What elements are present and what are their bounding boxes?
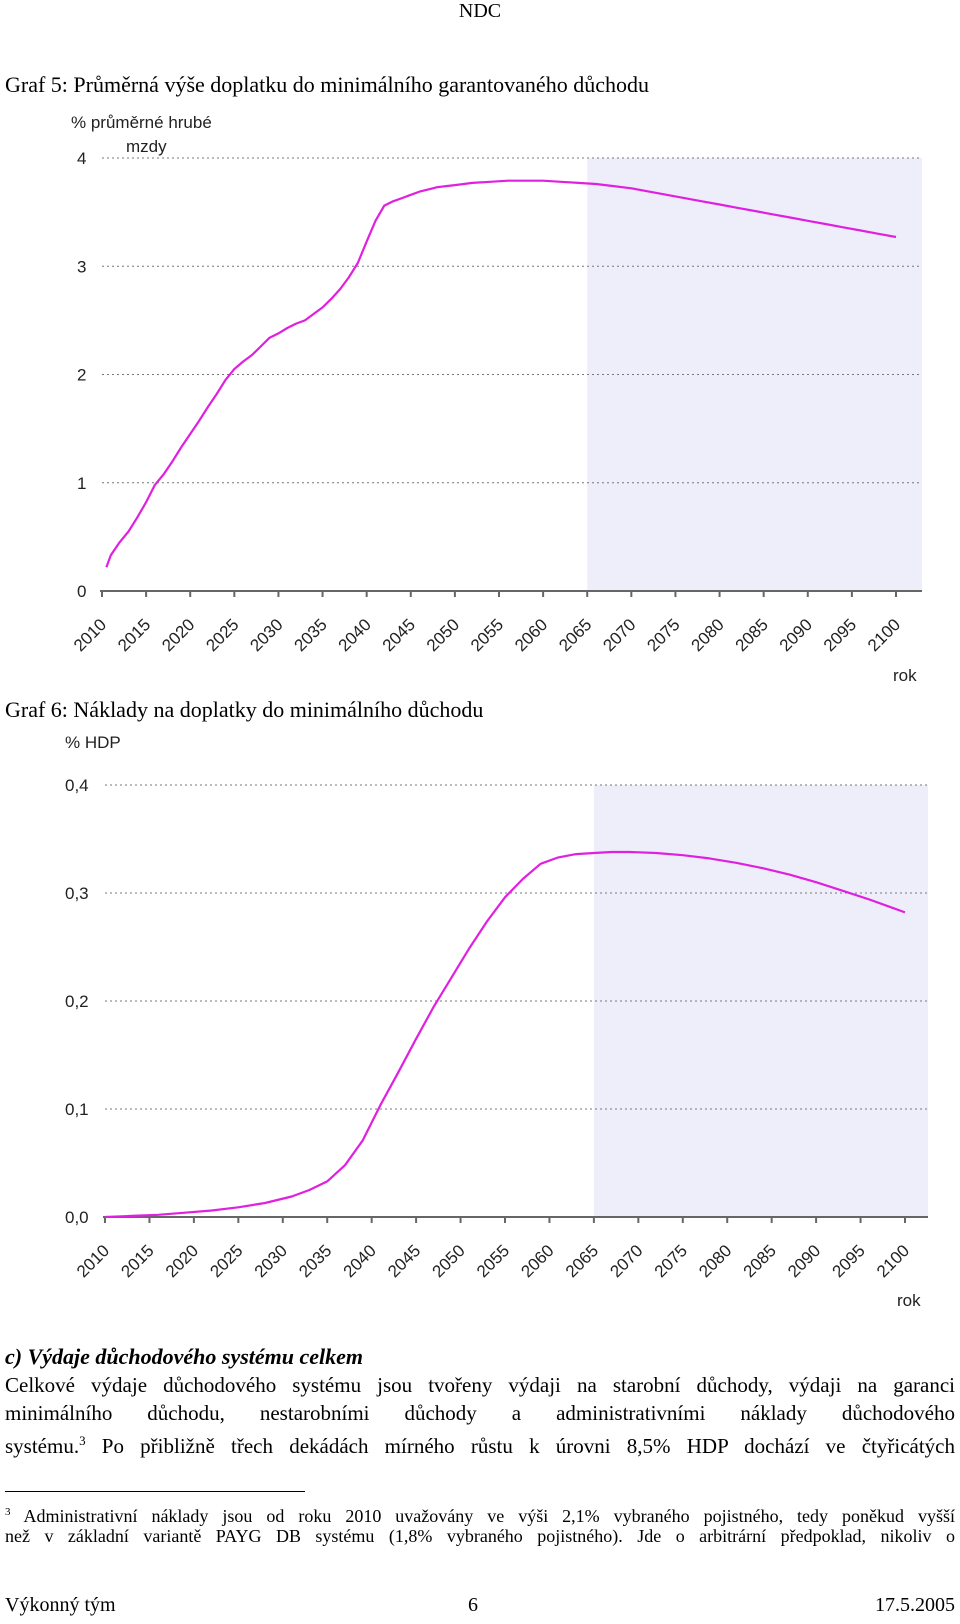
graph6-x-tick-label: 2045 (384, 1241, 424, 1281)
footnote-number: 3 (5, 1506, 11, 1518)
graph5-y-tick-label: 3 (77, 257, 86, 276)
graph6-x-tick-label: 2030 (251, 1241, 291, 1281)
graph5-x-tick-label: 2085 (732, 615, 772, 655)
graph5-x-tick-label: 2025 (202, 615, 242, 655)
graph5-x-tick-label: 2020 (158, 615, 198, 655)
graph6-y-tick-label: 0,1 (65, 1100, 89, 1119)
paragraph-line-1: Celkové výdaje důchodového systému jsou … (5, 1373, 955, 1397)
graph6-y-tick-label: 0,3 (65, 884, 89, 903)
paragraph-line-3-start: systému. (5, 1434, 80, 1458)
graph5-y-axis-label-2: mzdy (126, 137, 167, 156)
paragraph-line-3: systému.3 Po přibližně třech dekádách mí… (5, 1427, 955, 1460)
graph6-x-tick-label: 2035 (295, 1241, 335, 1281)
graph5-x-tick-label: 2090 (776, 615, 816, 655)
graph5-series-line (105, 179, 897, 568)
graph6-x-tick-label: 2080 (695, 1241, 735, 1281)
graph6-x-tick-label: 2040 (340, 1241, 380, 1281)
graph5-x-tick-label: 2010 (70, 615, 110, 655)
paragraph-line-3-end: Po přibližně třech dekádách mírného růst… (85, 1434, 955, 1458)
graph5-x-tick-label: 2100 (864, 615, 904, 655)
graph6-x-axis-label: rok (897, 1291, 921, 1310)
graph5-x-tick-label: 2035 (291, 615, 331, 655)
graph5-x-tick-label: 2060 (511, 615, 551, 655)
graph6-x-tick-label: 2020 (162, 1241, 202, 1281)
graph6-x-tick-label: 2050 (429, 1241, 469, 1281)
graph5-x-tick-label: 2095 (820, 615, 860, 655)
graph6-x-tick-label: 2055 (473, 1241, 513, 1281)
footer-page-number: 6 (468, 1594, 478, 1616)
graph6-y-axis-label: % HDP (65, 733, 121, 752)
graph6-x-tick-label: 2010 (73, 1241, 113, 1281)
footnote-rule (5, 1491, 305, 1492)
graph6-x-tick-label: 2100 (873, 1241, 913, 1281)
graph5-x-tick-label: 2045 (379, 615, 419, 655)
graph6-y-tick-label: 0,2 (65, 992, 89, 1011)
graph5-x-tick-label: 2050 (423, 615, 463, 655)
graph5-y-axis-label: % průměrné hrubé (71, 113, 212, 132)
graph6-x-tick-label: 2075 (651, 1241, 691, 1281)
graph6-x-tick-label: 2095 (829, 1241, 869, 1281)
graph5-x-tick-label: 2030 (246, 615, 286, 655)
graph5-title: Graf 5: Průměrná výše doplatku do minimá… (5, 72, 649, 97)
graph5-x-tick-label: 2065 (555, 615, 595, 655)
graph6-x-tick-label: 2065 (562, 1241, 602, 1281)
footnote-line-1: 3 Administrativní náklady jsou od roku 2… (5, 1500, 955, 1528)
footnote-line-2: než v základní variantě PAYG DB systému … (5, 1526, 955, 1546)
graph5-x-tick-label: 2055 (467, 615, 507, 655)
footnote-ref[interactable]: 3 (79, 1433, 86, 1448)
graph6-series-line (104, 850, 906, 1219)
graph5-x-tick-label: 2080 (688, 615, 728, 655)
footer-left: Výkonný tým (5, 1594, 116, 1616)
graph6-x-tick-label: 2015 (117, 1241, 157, 1281)
graph6-x-tick-label: 2070 (606, 1241, 646, 1281)
page-footer: Výkonný tým 6 17.5.2005 (5, 1594, 955, 1620)
graph6-title: Graf 6: Náklady na doplatky do minimální… (5, 697, 484, 722)
graph6-y-tick-label: 0,4 (65, 776, 89, 795)
graph6-x-tick-label: 2025 (206, 1241, 246, 1281)
graph5-y-tick-label: 1 (77, 474, 86, 493)
graph5-x-tick-label: 2070 (599, 615, 639, 655)
footer-date: 17.5.2005 (875, 1594, 955, 1616)
graph5-y-tick-label: 2 (77, 366, 86, 385)
graph5-y-tick-label: 0 (77, 582, 86, 601)
graph6-y-tick-label: 0,0 (65, 1208, 89, 1227)
section-title: c) Výdaje důchodového systému celkem (5, 1344, 364, 1369)
graph5-x-tick-label: 2015 (114, 615, 154, 655)
page-header: NDC (458, 0, 502, 22)
graph6-x-tick-label: 2060 (517, 1241, 557, 1281)
footnote-text-1: Administrativní náklady jsou od roku 201… (10, 1506, 955, 1526)
graph5-y-tick-label: 4 (77, 149, 86, 168)
graph6-x-tick-label: 2090 (784, 1241, 824, 1281)
graph5-x-axis-label: rok (893, 666, 917, 685)
graph5-x-tick-label: 2075 (643, 615, 683, 655)
graph5-x-tick-label: 2040 (335, 615, 375, 655)
graph6-x-tick-label: 2085 (740, 1241, 780, 1281)
paragraph-line-2: minimálního důchodu, nestarobními důchod… (5, 1401, 955, 1425)
